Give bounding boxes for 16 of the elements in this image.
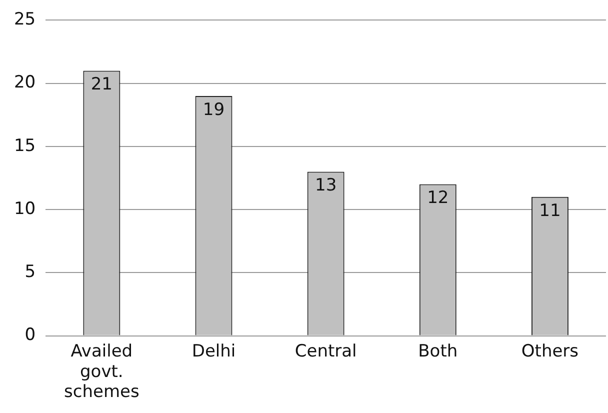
- x-tick-label: Both: [418, 341, 458, 362]
- y-tick-label: 15: [14, 136, 36, 156]
- y-tick-label: 10: [14, 198, 36, 219]
- data-label: 11: [539, 200, 561, 221]
- data-label: 21: [90, 74, 112, 95]
- y-tick-label: 20: [14, 72, 36, 93]
- y-tick-label: 5: [24, 262, 36, 282]
- x-tick-label: Others: [521, 341, 579, 362]
- y-tick-label: 0: [24, 325, 36, 346]
- data-label: 12: [427, 188, 449, 208]
- data-label: 13: [314, 176, 337, 196]
- data-label: 19: [202, 100, 225, 120]
- x-tick-label: Delhi: [192, 341, 236, 362]
- y-tick-label: 25: [14, 10, 36, 30]
- x-tick-label: Availed govt. schemes: [64, 341, 140, 402]
- x-tick-label: Central: [294, 341, 357, 362]
